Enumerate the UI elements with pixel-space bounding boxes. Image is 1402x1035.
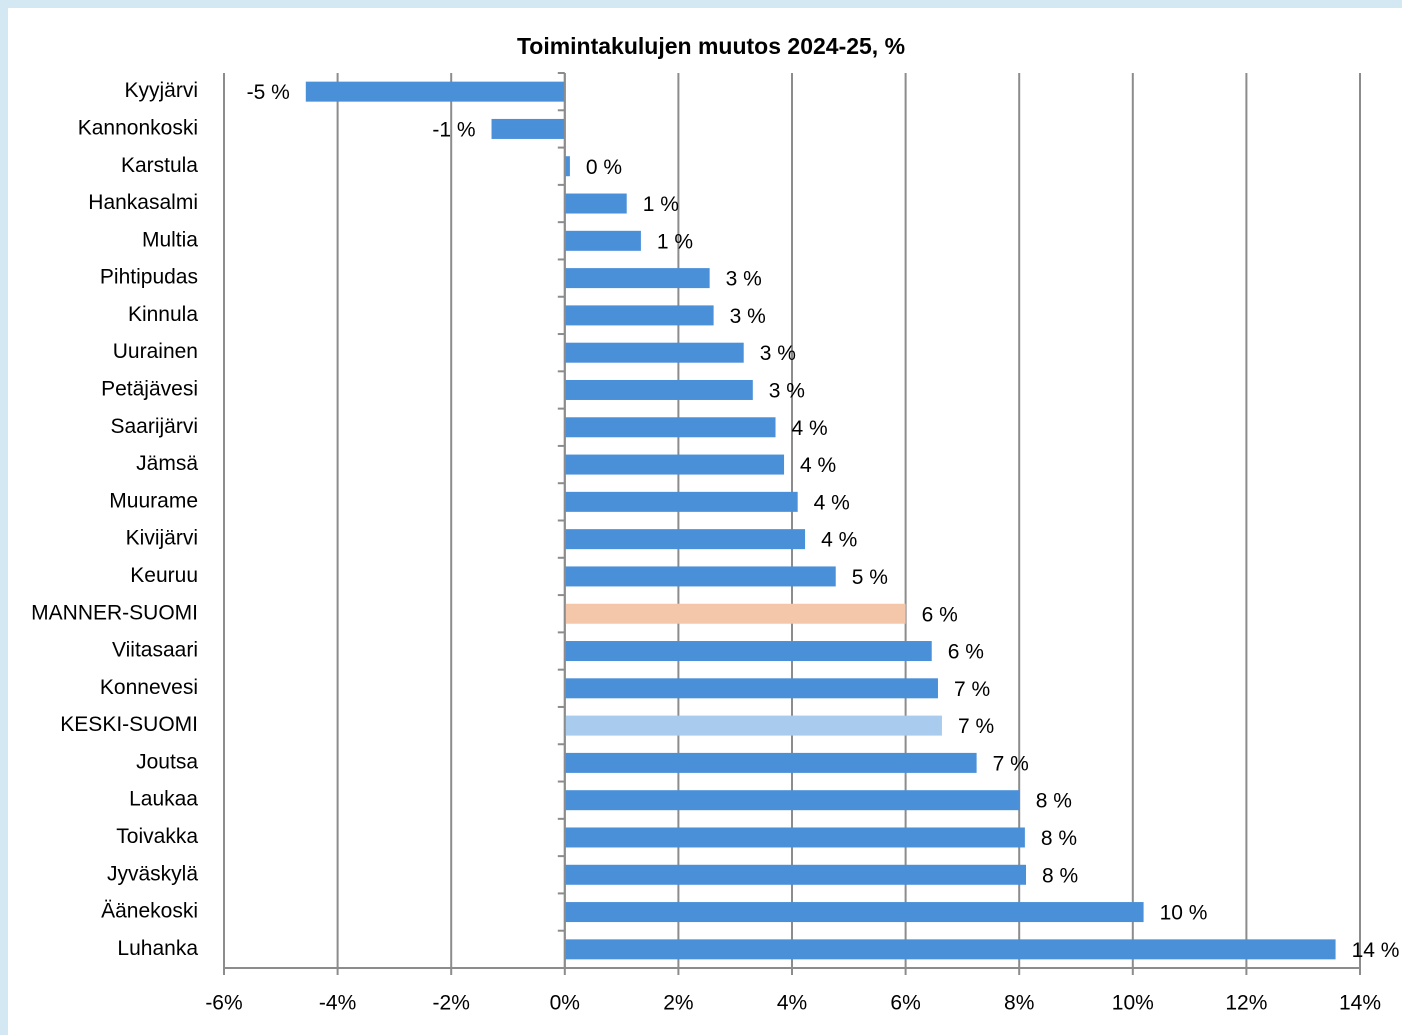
x-tick-label: 4% (777, 992, 807, 1015)
data-label: 3 % (760, 342, 796, 365)
data-label: 3 % (769, 380, 805, 403)
bar (564, 864, 1027, 885)
bar (564, 790, 1020, 811)
bar (564, 417, 776, 438)
x-tick-label: 10% (1112, 992, 1154, 1015)
y-tick-label: Viitasaari (112, 639, 198, 662)
x-tick-label: 2% (663, 992, 693, 1015)
bar (491, 118, 565, 139)
bar (564, 566, 836, 587)
bar (564, 752, 977, 773)
y-tick-label: Toivakka (116, 825, 198, 848)
bar (564, 230, 641, 251)
data-label: 6 % (948, 641, 984, 664)
data-label: 8 % (1041, 827, 1077, 850)
y-tick-label: Äänekoski (101, 900, 198, 923)
bar (564, 641, 932, 662)
bar (564, 342, 744, 363)
data-label: 14 % (1352, 939, 1400, 962)
chart-title: Toimintakulujen muutos 2024-25, % (517, 33, 905, 59)
data-label: 7 % (958, 715, 994, 738)
x-tick-label: 8% (1004, 992, 1034, 1015)
bar (564, 156, 570, 177)
x-tick-label: -4% (319, 992, 356, 1015)
y-tick-label: Karstula (121, 154, 198, 177)
bar (564, 491, 798, 512)
bar (564, 268, 710, 289)
y-tick-label: MANNER-SUOMI (31, 601, 198, 624)
bar (564, 193, 627, 214)
y-tick-label: Muurame (109, 489, 198, 512)
x-tick-label: 0% (550, 992, 580, 1015)
data-label: 8 % (1042, 864, 1078, 887)
data-label: 10 % (1160, 902, 1208, 925)
bar (564, 454, 785, 475)
data-label: 7 % (993, 752, 1029, 775)
y-tick-label: Kyyjärvi (124, 79, 198, 102)
y-tick-label: Keuruu (130, 564, 198, 587)
data-label: 1 % (657, 230, 693, 253)
chart-area (8, 8, 1402, 1035)
x-tick-label: -2% (433, 992, 470, 1015)
x-tick-label: 14% (1339, 992, 1381, 1015)
data-label: 4 % (792, 417, 828, 440)
data-label: 7 % (954, 678, 990, 701)
x-tick-label: 6% (890, 992, 920, 1015)
y-tick-label: Kannonkoski (78, 116, 198, 139)
bar (305, 81, 565, 102)
bar (564, 305, 714, 326)
data-label: 4 % (814, 491, 850, 514)
y-tick-label: KESKI-SUOMI (60, 713, 198, 736)
data-label: 8 % (1036, 790, 1072, 813)
y-tick-label: Laukaa (129, 788, 198, 811)
y-tick-label: Multia (142, 228, 198, 251)
data-label: 0 % (586, 156, 622, 179)
y-tick-label: Konnevesi (100, 676, 198, 699)
bar (564, 827, 1025, 848)
bar (564, 529, 806, 550)
bar (564, 939, 1336, 960)
data-label: 6 % (922, 603, 958, 626)
data-label: -1 % (432, 118, 475, 141)
data-label: -5 % (247, 81, 290, 104)
bar (564, 715, 942, 736)
data-label: 5 % (852, 566, 888, 589)
y-tick-label: Uurainen (113, 340, 198, 363)
data-label: 4 % (800, 454, 836, 477)
y-tick-label: Jämsä (136, 452, 198, 475)
y-tick-label: Hankasalmi (88, 191, 198, 214)
bar (564, 379, 753, 400)
y-tick-label: Joutsa (136, 750, 198, 773)
y-tick-label: Kivijärvi (126, 527, 198, 550)
y-tick-label: Luhanka (117, 937, 198, 960)
y-tick-label: Saarijärvi (110, 415, 198, 438)
y-tick-label: Petäjävesi (101, 378, 198, 401)
bar (564, 902, 1144, 923)
y-tick-label: Jyväskylä (107, 862, 198, 885)
y-tick-label: Kinnula (128, 303, 198, 326)
bar (564, 603, 906, 624)
x-tick-label: 12% (1225, 992, 1267, 1015)
bar (564, 678, 938, 699)
x-tick-label: -6% (205, 992, 242, 1015)
data-label: 4 % (821, 529, 857, 552)
y-tick-label: Pihtipudas (100, 266, 198, 289)
data-label: 1 % (643, 193, 679, 216)
data-label: 3 % (726, 268, 762, 291)
data-label: 3 % (730, 305, 766, 328)
